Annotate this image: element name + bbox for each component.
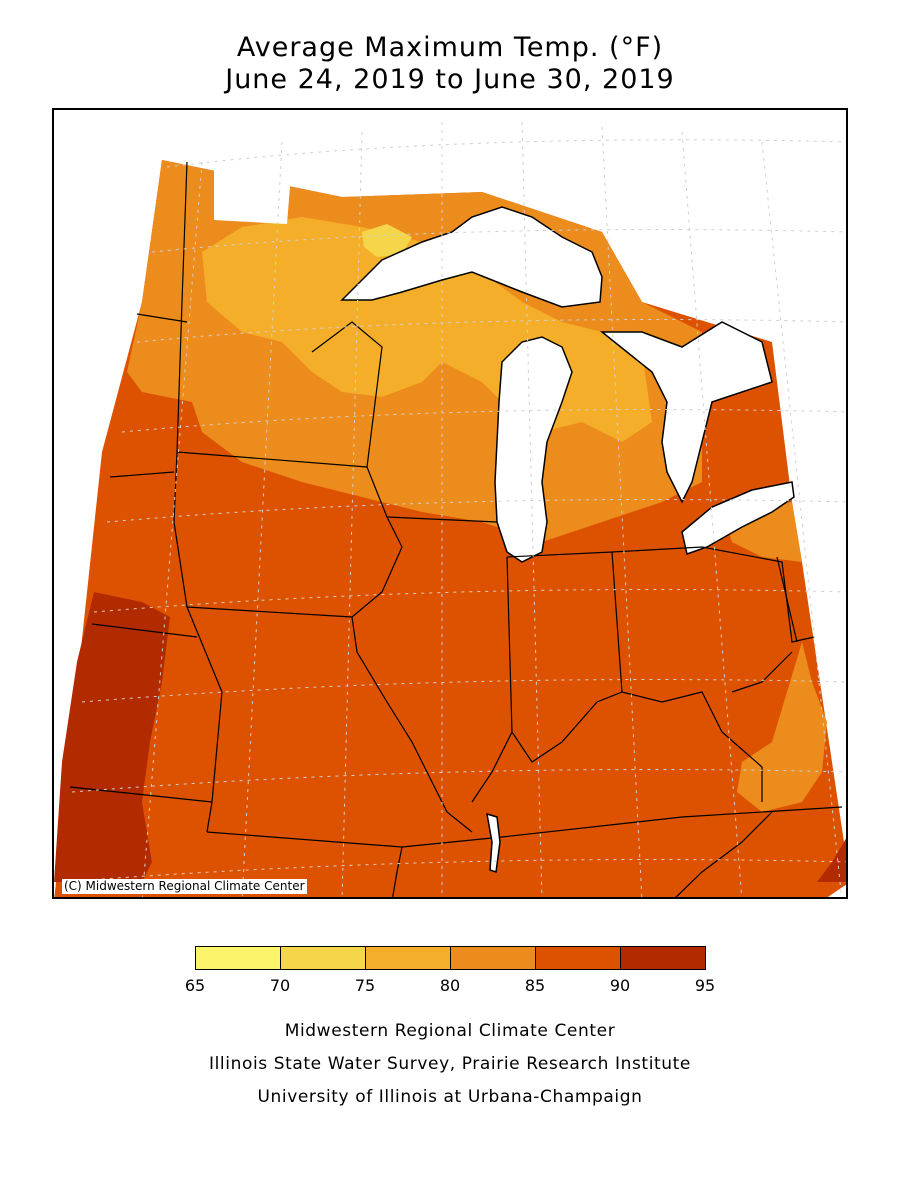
map-copyright: (C) Midwestern Regional Climate Center (62, 879, 307, 894)
lake-huron (599, 321, 773, 504)
legend-tick-label: 90 (609, 976, 631, 995)
legend-swatch-75-80 (365, 946, 451, 970)
temperature-map: (C) Midwestern Regional Climate Center (52, 108, 848, 899)
legend-tick-label: 70 (269, 976, 291, 995)
lake-superior (340, 206, 603, 308)
map-title: Average Maximum Temp. (°F) (236, 32, 664, 63)
map-canvas (54, 121, 846, 897)
legend-tick-label: 80 (439, 976, 461, 995)
region-90-95-se (817, 838, 846, 882)
map-date-range: June 24, 2019 to June 30, 2019 (225, 64, 675, 95)
footer-survey: Illinois State Water Survey, Prairie Res… (209, 1054, 691, 1074)
legend-tick-label: 75 (354, 976, 376, 995)
legend-swatch-90-95 (620, 946, 706, 970)
state-boundaries (69, 161, 843, 897)
region-80-85-east (737, 642, 827, 812)
canada-blank (214, 162, 292, 224)
legend-swatch-65-70 (195, 946, 281, 970)
region-90-95-west (54, 592, 170, 882)
footer-university: University of Illinois at Urbana-Champai… (257, 1087, 643, 1107)
lake-michigan (494, 336, 573, 563)
region-70-75 (362, 224, 412, 257)
color-legend (195, 946, 706, 972)
legend-tick-label: 85 (524, 976, 546, 995)
legend-tick-label: 95 (694, 976, 716, 995)
legend-tick-label: 65 (184, 976, 206, 995)
legend-swatch-85-90 (535, 946, 621, 970)
graticule (61, 121, 846, 897)
lake-erie (681, 481, 795, 555)
legend-swatch-80-85 (450, 946, 536, 970)
legend-swatch-70-75 (280, 946, 366, 970)
footer-org: Midwestern Regional Climate Center (284, 1021, 616, 1041)
river-detail (486, 812, 501, 873)
